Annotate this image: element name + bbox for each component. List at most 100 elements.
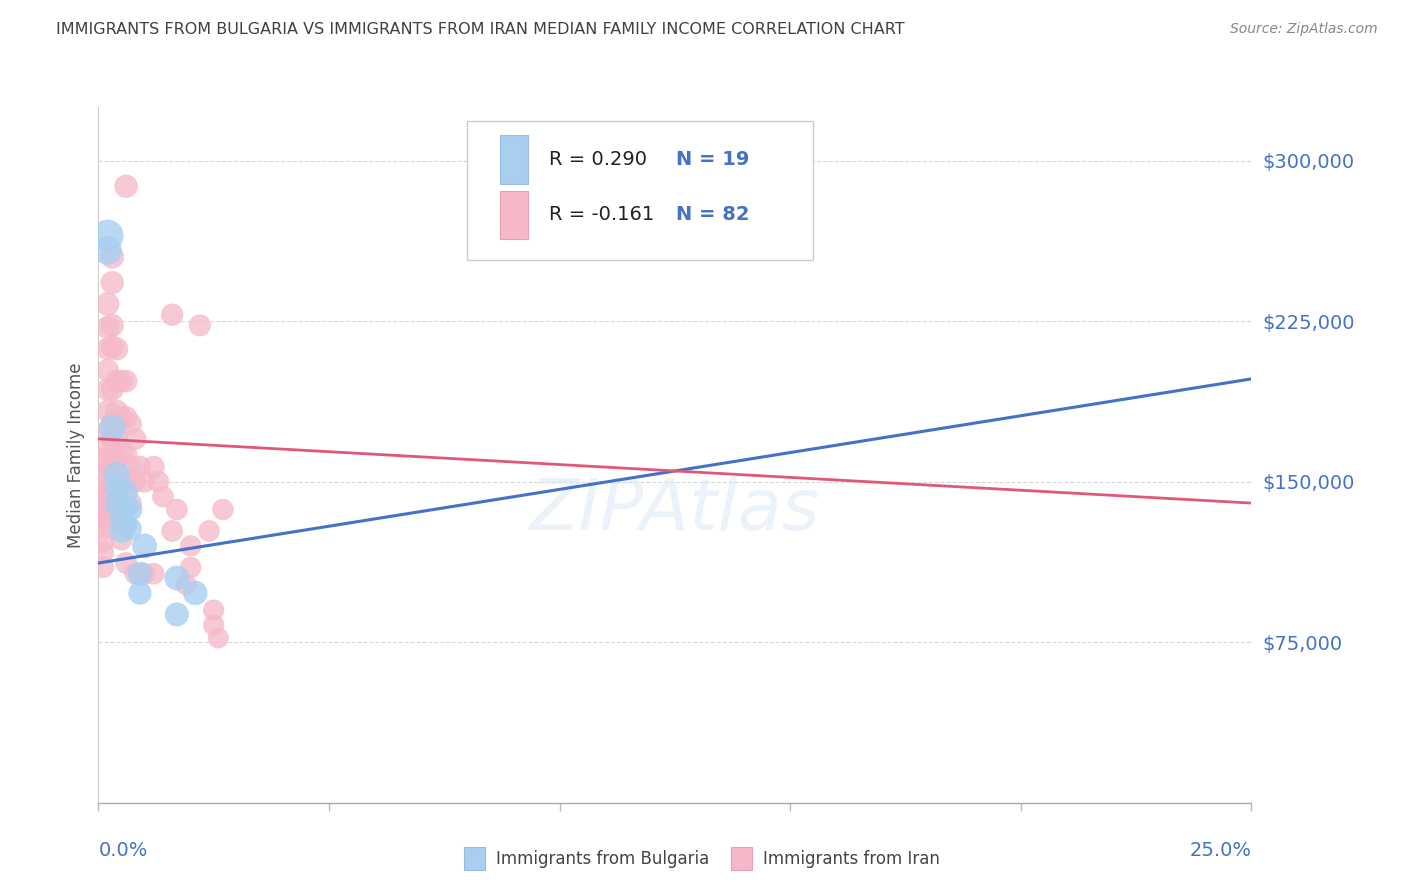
Point xyxy=(110,374,132,388)
Point xyxy=(129,586,152,600)
Point xyxy=(91,500,114,515)
Point xyxy=(142,459,165,474)
FancyBboxPatch shape xyxy=(467,121,813,260)
Point xyxy=(110,533,132,547)
Point xyxy=(129,459,152,474)
Point xyxy=(97,490,120,504)
Point xyxy=(101,383,124,397)
Point xyxy=(97,404,120,418)
Point xyxy=(134,566,156,581)
Point xyxy=(129,566,152,581)
Point xyxy=(91,470,114,484)
Point xyxy=(124,432,146,446)
Point xyxy=(101,490,124,504)
Point xyxy=(97,297,120,311)
Point xyxy=(105,475,128,489)
Point xyxy=(91,453,114,467)
Point xyxy=(91,534,114,549)
Point xyxy=(97,481,120,495)
Point xyxy=(120,496,142,510)
Point xyxy=(120,417,142,431)
Point xyxy=(180,539,202,553)
Point xyxy=(105,342,128,356)
Point xyxy=(97,468,120,483)
Point xyxy=(97,500,120,515)
Point xyxy=(101,475,124,489)
Point xyxy=(152,490,174,504)
Point xyxy=(115,374,138,388)
Point xyxy=(134,539,156,553)
Point xyxy=(115,517,138,532)
Point xyxy=(166,502,188,516)
Point xyxy=(91,560,114,574)
Point xyxy=(110,447,132,461)
Point xyxy=(160,308,183,322)
Point xyxy=(97,383,120,397)
Point xyxy=(91,481,114,495)
Y-axis label: Median Family Income: Median Family Income xyxy=(66,362,84,548)
Point xyxy=(110,410,132,425)
Point xyxy=(105,481,128,495)
Point xyxy=(120,459,142,474)
Point xyxy=(97,320,120,334)
Point xyxy=(97,363,120,377)
Point xyxy=(115,517,138,532)
Point xyxy=(105,496,128,510)
Point xyxy=(101,415,124,429)
Point xyxy=(142,566,165,581)
Point xyxy=(110,502,132,516)
Point xyxy=(202,618,225,632)
Point xyxy=(115,475,138,489)
Bar xyxy=(499,135,529,184)
Point xyxy=(101,250,124,264)
Point xyxy=(115,179,138,194)
Point xyxy=(101,459,124,474)
Point xyxy=(105,513,128,527)
Point xyxy=(174,577,197,591)
Point xyxy=(101,502,124,516)
Point xyxy=(91,511,114,525)
Point xyxy=(91,490,114,504)
Text: N = 82: N = 82 xyxy=(676,205,749,225)
Point xyxy=(97,438,120,452)
Point xyxy=(105,468,128,483)
Point xyxy=(148,475,170,489)
Point xyxy=(188,318,211,333)
Text: ZIPAtlas: ZIPAtlas xyxy=(530,476,820,545)
Point xyxy=(120,522,142,536)
Point xyxy=(115,500,138,515)
Point xyxy=(101,318,124,333)
Point xyxy=(101,421,124,435)
Point xyxy=(124,475,146,489)
Text: Immigrants from Iran: Immigrants from Iran xyxy=(763,849,941,868)
Point xyxy=(105,404,128,418)
Point xyxy=(101,276,124,290)
Text: IMMIGRANTS FROM BULGARIA VS IMMIGRANTS FROM IRAN MEDIAN FAMILY INCOME CORRELATIO: IMMIGRANTS FROM BULGARIA VS IMMIGRANTS F… xyxy=(56,22,905,37)
Point xyxy=(101,447,124,461)
Point xyxy=(101,340,124,354)
Text: 0.0%: 0.0% xyxy=(98,841,148,860)
Point xyxy=(97,342,120,356)
Point xyxy=(91,545,114,559)
Point xyxy=(166,571,188,585)
Point xyxy=(212,502,235,516)
Point xyxy=(202,603,225,617)
Text: Immigrants from Bulgaria: Immigrants from Bulgaria xyxy=(496,849,710,868)
Point xyxy=(105,374,128,388)
Point xyxy=(101,432,124,446)
Text: R = -0.161: R = -0.161 xyxy=(550,205,654,225)
Text: R = 0.290: R = 0.290 xyxy=(550,150,647,169)
Point xyxy=(115,556,138,570)
Point xyxy=(134,475,156,489)
Point xyxy=(160,524,183,538)
Point xyxy=(97,228,120,243)
Point xyxy=(124,566,146,581)
Point xyxy=(105,453,128,467)
Text: 25.0%: 25.0% xyxy=(1189,841,1251,860)
Point xyxy=(115,447,138,461)
Point xyxy=(97,425,120,440)
Point xyxy=(166,607,188,622)
Text: Source: ZipAtlas.com: Source: ZipAtlas.com xyxy=(1230,22,1378,37)
Text: N = 19: N = 19 xyxy=(676,150,749,169)
Point xyxy=(97,453,120,467)
